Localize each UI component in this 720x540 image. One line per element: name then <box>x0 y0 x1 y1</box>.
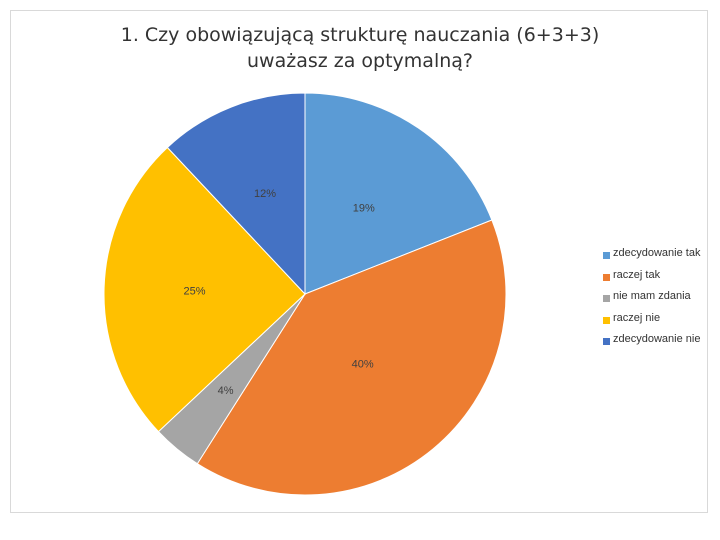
data-label-zdecydowanie-tak: 19% <box>353 203 375 215</box>
legend-swatch <box>603 316 610 324</box>
data-label-nie-mam-zdania: 4% <box>218 385 234 397</box>
chart-title: 1. Czy obowiązującą strukturę nauczania … <box>60 22 660 74</box>
legend-label: raczej nie <box>613 311 661 324</box>
chart-title-line-1: 1. Czy obowiązującą strukturę nauczania … <box>120 24 600 46</box>
legend-label: nie mam zdania <box>613 290 691 302</box>
data-label-zdecydowanie-nie: 12% <box>254 188 276 200</box>
pie-slice-zdecydowanie-nie <box>166 92 306 296</box>
legend-label: raczej tak <box>613 268 661 281</box>
legend-swatch <box>603 295 610 302</box>
data-label-raczej-tak: 40% <box>352 359 374 371</box>
legend-swatch <box>603 273 610 281</box>
pie-slice-raczej-nie <box>103 146 306 433</box>
chart-title-line-2: uważasz za optymalną? <box>247 50 473 72</box>
pie-slice-zdecydowanie-tak <box>304 92 493 295</box>
legend-swatch <box>603 338 610 345</box>
legend-label: zdecydowanie tak <box>613 247 701 259</box>
legend-label: zdecydowanie nie <box>613 333 701 345</box>
legend-swatch <box>603 252 610 259</box>
pie-slice-raczej-tak <box>196 219 507 496</box>
data-label-raczej-nie: 25% <box>183 286 205 298</box>
